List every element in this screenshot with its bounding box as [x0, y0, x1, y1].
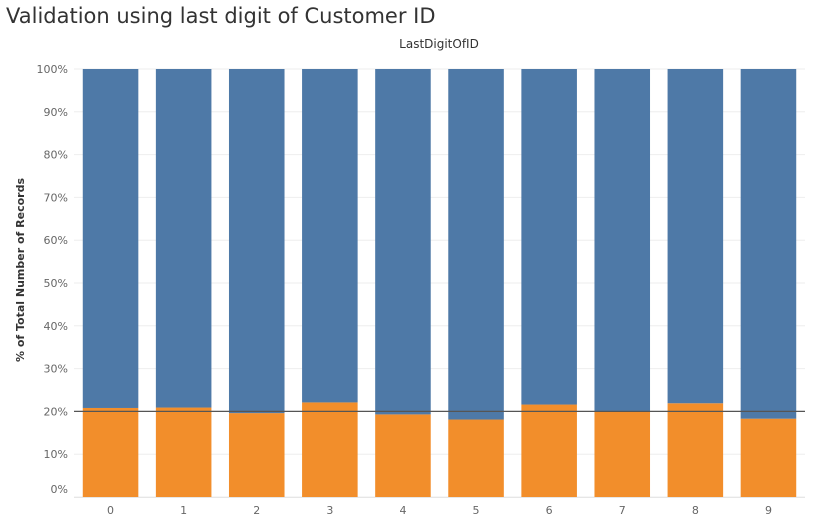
bar-segment-1-7[interactable]	[594, 69, 651, 411]
x-tick-label: 0	[107, 504, 114, 517]
bar-segment-1-9[interactable]	[740, 69, 797, 419]
bar-segment-1-0[interactable]	[82, 69, 139, 408]
y-tick-label: 10%	[44, 448, 68, 461]
bar-segment-1-1[interactable]	[155, 69, 212, 408]
bar-segment-1-5[interactable]	[448, 69, 504, 420]
x-tick-label: 4	[399, 504, 406, 517]
y-tick-label: 60%	[44, 234, 68, 247]
y-tick-label: 100%	[37, 63, 68, 76]
bar-segment-0-0[interactable]	[82, 407, 139, 497]
bar-segment-0-1[interactable]	[155, 407, 212, 497]
y-tick-label: 40%	[44, 320, 68, 333]
chart-title: Validation using last digit of Customer …	[6, 4, 436, 28]
bar-segment-0-9[interactable]	[740, 418, 797, 497]
bar-segment-0-8[interactable]	[667, 403, 724, 497]
bar-segment-1-8[interactable]	[667, 69, 724, 404]
bar-segment-0-7[interactable]	[594, 410, 651, 497]
bar-segment-0-5[interactable]	[448, 419, 504, 497]
y-tick-label: 50%	[44, 277, 68, 290]
bar-segment-1-4[interactable]	[375, 69, 431, 415]
axes: 0% 10% 20% 30% 40% 50% 60% 70% 80% 90% 100% 0 1 2 3 4 5 6…	[37, 63, 805, 517]
bar-segment-0-3[interactable]	[302, 402, 358, 497]
x-tick-label: 1	[180, 504, 187, 517]
x-tick-label: 8	[692, 504, 699, 517]
bars	[82, 69, 797, 497]
y-tick-label: 20%	[44, 405, 68, 418]
y-tick-label: 70%	[44, 191, 68, 204]
bar-segment-0-4[interactable]	[375, 414, 431, 497]
x-tick-label: 3	[326, 504, 333, 517]
bar-segment-1-3[interactable]	[302, 69, 358, 403]
y-axis-label: % of Total Number of Records	[14, 178, 27, 362]
y-tick-label: 80%	[44, 149, 68, 162]
bar-segment-1-6[interactable]	[521, 69, 577, 405]
x-tick-label: 9	[765, 504, 772, 517]
y-tick-label: 30%	[44, 363, 68, 376]
y-tick-label: 0%	[51, 483, 68, 496]
y-tick-label: 90%	[44, 106, 68, 119]
column-header-label: LastDigitOfID	[399, 37, 479, 51]
bar-segment-1-2[interactable]	[228, 69, 285, 414]
bar-segment-0-6[interactable]	[521, 404, 577, 497]
x-tick-label: 5	[473, 504, 480, 517]
x-tick-label: 7	[619, 504, 626, 517]
x-tick-label: 2	[253, 504, 260, 517]
bar-segment-0-2[interactable]	[228, 413, 285, 497]
x-tick-label: 6	[546, 504, 553, 517]
